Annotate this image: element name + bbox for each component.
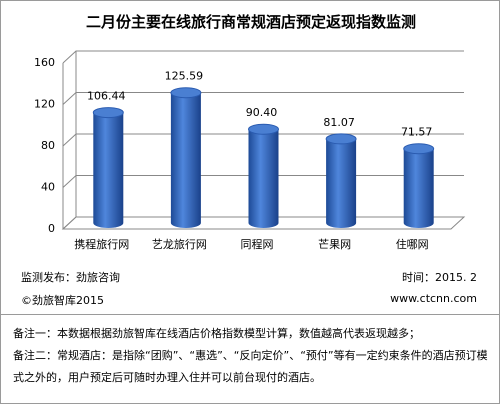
value-label: 71.57 — [401, 126, 433, 139]
bar-top — [170, 87, 202, 99]
bar-top — [92, 107, 124, 119]
note: 备注二：常规酒店：是指除“团购”、“惠选”、“反向定价”、“预付”等有一定约束条… — [13, 349, 488, 384]
value-label: 81.07 — [323, 116, 355, 129]
x-tick-label: 艺龙旅行网 — [152, 237, 207, 251]
chart: 二月份主要在线旅行商常规酒店预定返现指数监测 0 40 80 120 160 携程旅行网 1… — [34, 13, 466, 251]
y-tick-label: 80 — [41, 139, 55, 152]
value-label: 125.59 — [165, 70, 204, 83]
x-tick-label: 住哪网 — [396, 237, 429, 251]
notes: 备注一：本数据根据劲旅智库在线酒店价格指数模型计算，数值越高代表返现越多； 备注… — [13, 323, 489, 389]
bar — [326, 138, 357, 228]
copyright: ©劲旅智库2015 — [21, 294, 104, 307]
publisher: 监测发布：劲旅咨询 — [21, 271, 120, 284]
y-tick-label: 120 — [34, 98, 55, 111]
bar — [93, 112, 124, 228]
bar — [170, 92, 201, 228]
note: 备注一：本数据根据劲旅智库在线酒店价格指数模型计算，数值越高代表返现越多； — [13, 327, 420, 340]
y-tick-label: 160 — [34, 56, 55, 69]
grid-line — [62, 92, 464, 105]
x-tick-label: 芒果网 — [318, 238, 351, 251]
bar-top — [403, 143, 435, 155]
x-tick-label: 同程网 — [241, 238, 274, 251]
bar — [403, 148, 434, 228]
value-label: 90.40 — [246, 106, 278, 119]
y-tick-label: 0 — [48, 222, 55, 235]
value-label: 106.44 — [87, 90, 126, 103]
separator — [1, 314, 499, 315]
website: www.ctcnn.com — [390, 292, 477, 305]
chart-title: 二月份主要在线旅行商常规酒店预定返现指数监测 — [86, 13, 416, 31]
bar — [248, 129, 279, 228]
date: 时间：2015. 2 — [402, 271, 477, 284]
bar-top — [248, 123, 279, 135]
bar-top — [325, 133, 357, 145]
y-tick-label: 40 — [41, 181, 55, 194]
x-tick-label: 携程旅行网 — [74, 237, 129, 251]
grid-line — [62, 50, 464, 64]
